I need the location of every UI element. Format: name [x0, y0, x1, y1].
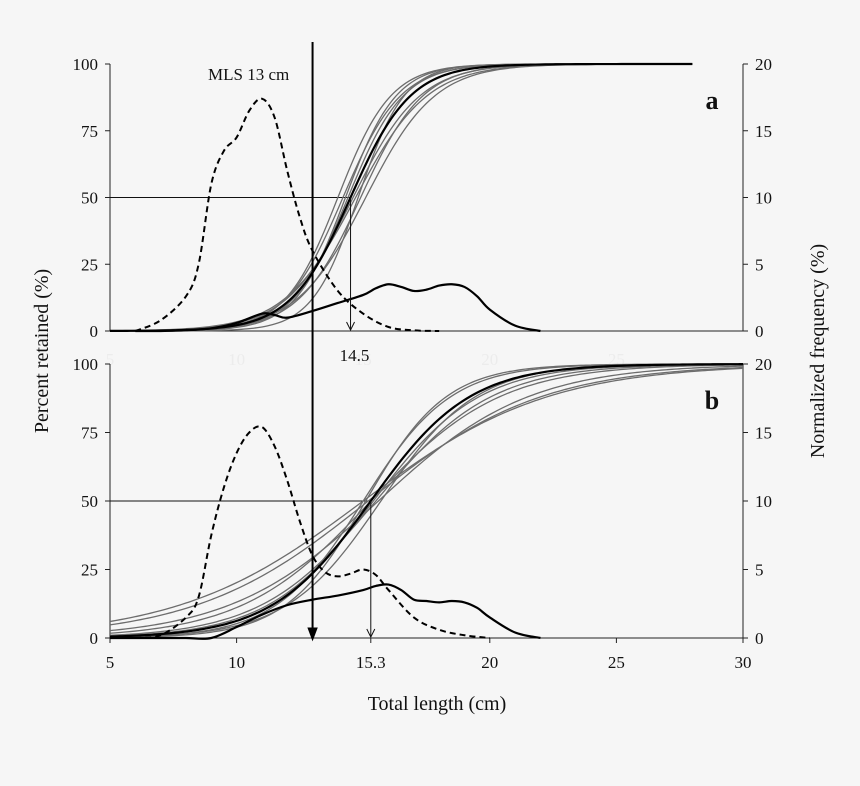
l50-arrowhead [366, 628, 376, 639]
retained-frequency-curve [109, 583, 541, 640]
y-right-tick-label: 20 [755, 355, 772, 374]
selectivity-curve [109, 364, 744, 634]
panel-letter: a [706, 86, 719, 115]
population-frequency-curve [134, 97, 440, 332]
y-left-tick-label: 75 [81, 424, 98, 443]
x-tick-label: 25 [608, 653, 625, 672]
y-left-tick-label: 50 [81, 492, 98, 511]
y-left-tick-label: 100 [73, 55, 99, 74]
y-left-tick-label: 50 [81, 189, 98, 208]
x-tick-label: 20 [481, 653, 498, 672]
y-right-tick-label: 0 [755, 629, 764, 648]
y-right-tick-label: 20 [755, 55, 772, 74]
y-right-tick-label: 15 [755, 424, 772, 443]
x-tick-label: 30 [735, 653, 752, 672]
faint-x-tick-label: 10 [228, 350, 245, 369]
l50-value-label: 14.5 [340, 346, 370, 365]
y-axis-left-label: Percent retained (%) [31, 269, 53, 433]
faint-x-tick-label: 15 [355, 350, 372, 369]
population-frequency-curve [135, 425, 490, 639]
selectivity-curve [109, 363, 744, 636]
mls-arrowhead [307, 627, 318, 642]
y-left-tick-label: 100 [73, 355, 99, 374]
y-right-tick-label: 10 [755, 189, 772, 208]
y-left-tick-label: 25 [81, 255, 98, 274]
mean-selectivity-curve [109, 363, 744, 638]
mls-label: MLS 13 cm [208, 65, 289, 84]
x-tick-label: 5 [106, 653, 115, 672]
x-tick-label: 10 [228, 653, 245, 672]
faint-x-tick-label: 5 [106, 350, 115, 369]
y-left-tick-label: 75 [81, 122, 98, 141]
retained-frequency-curve [135, 283, 541, 333]
x-axis-label: Total length (cm) [368, 693, 507, 715]
selectivity-curve [109, 366, 744, 626]
overlay: Total length (cm) Percent retained (%) N… [31, 42, 829, 715]
y-left-tick-label: 0 [90, 629, 99, 648]
y-left-tick-label: 25 [81, 561, 98, 580]
y-left-tick-label: 0 [90, 322, 99, 341]
y-right-tick-label: 15 [755, 122, 772, 141]
selectivity-curve [109, 367, 744, 623]
y-right-tick-label: 10 [755, 492, 772, 511]
panel-letter: b [705, 386, 719, 415]
selectivity-curve [109, 365, 744, 632]
l50-arrowhead [346, 321, 355, 332]
y-right-tick-label: 5 [755, 255, 764, 274]
x-tick-label: 15.3 [356, 653, 386, 672]
y-axis-right-label: Normalized frequency (%) [807, 244, 829, 458]
faint-x-tick-label: 20 [481, 350, 498, 369]
y-right-tick-label: 5 [755, 561, 764, 580]
y-right-tick-label: 0 [755, 322, 764, 341]
